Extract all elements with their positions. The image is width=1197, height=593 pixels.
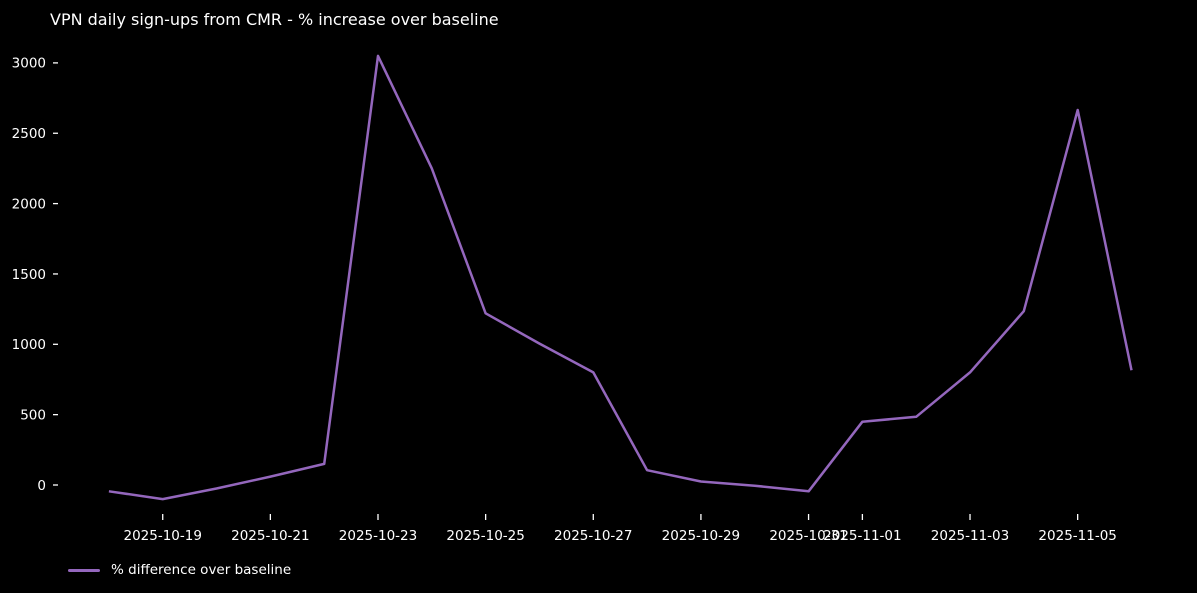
y-tick-label: 500 — [20, 407, 46, 423]
chart-title: VPN daily sign-ups from CMR - % increase… — [50, 10, 499, 29]
x-tick-label: 2025-11-05 — [1038, 528, 1116, 544]
x-tick-label: 2025-10-23 — [339, 528, 417, 544]
y-tick-label: 3000 — [12, 56, 46, 72]
y-tick-label: 2000 — [12, 196, 46, 212]
y-tick-label: 0 — [37, 478, 46, 494]
x-tick-label: 2025-11-01 — [823, 528, 901, 544]
x-tick-label: 2025-10-25 — [446, 528, 524, 544]
x-tick-label: 2025-10-19 — [123, 528, 201, 544]
x-tick-label: 2025-10-27 — [554, 528, 632, 544]
x-tick-label: 2025-10-31 — [769, 528, 847, 544]
series-line — [108, 54, 1133, 501]
y-tick-label: 1500 — [12, 267, 46, 283]
x-tick-label: 2025-11-03 — [931, 528, 1009, 544]
legend: % difference over baseline — [68, 562, 291, 578]
legend-line-swatch — [68, 568, 100, 572]
x-tick-label: 2025-10-21 — [231, 528, 309, 544]
y-tick-label: 1000 — [12, 337, 46, 353]
y-tick-label: 2500 — [12, 126, 46, 142]
x-tick-label: 2025-10-29 — [662, 528, 740, 544]
legend-label: % difference over baseline — [111, 562, 292, 578]
